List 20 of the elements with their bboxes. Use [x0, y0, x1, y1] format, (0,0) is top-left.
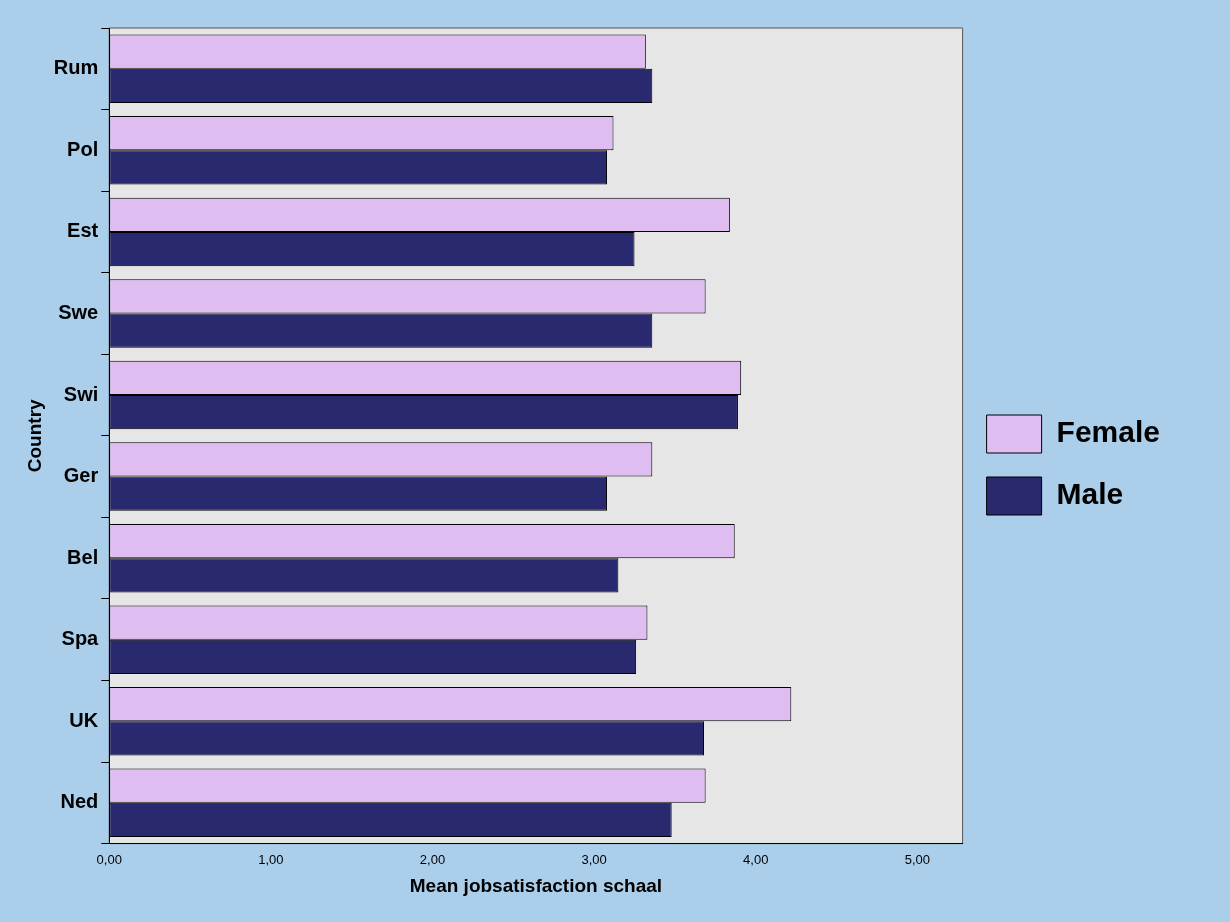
- legend-label: Male: [1056, 477, 1124, 511]
- x-tick-label: 2,00: [419, 851, 446, 867]
- x-tick-label: 1,00: [258, 851, 284, 867]
- y-tick-label: Bel: [67, 545, 99, 568]
- y-tick-label: Swi: [63, 382, 99, 405]
- y-tick-label: UK: [69, 708, 99, 731]
- y-tick-label: Pol: [67, 137, 99, 160]
- y-tick-label: Swe: [58, 300, 99, 323]
- x-tick-label: 4,00: [743, 851, 769, 867]
- y-tick-label: Est: [67, 219, 99, 242]
- x-tick-label: 3,00: [581, 851, 607, 867]
- x-tick-label: 5,00: [904, 851, 931, 867]
- x-tick-label: 0,00: [96, 851, 122, 867]
- x-axis-title: Mean jobsatisfaction schaal: [409, 874, 663, 896]
- y-tick-label: Spa: [61, 627, 100, 650]
- y-tick-label: Rum: [53, 56, 99, 79]
- legend-label: Female: [1056, 415, 1160, 449]
- y-tick-label: Ned: [60, 790, 99, 813]
- y-axis-title: Country: [23, 398, 45, 473]
- y-tick-label: Ger: [63, 464, 99, 487]
